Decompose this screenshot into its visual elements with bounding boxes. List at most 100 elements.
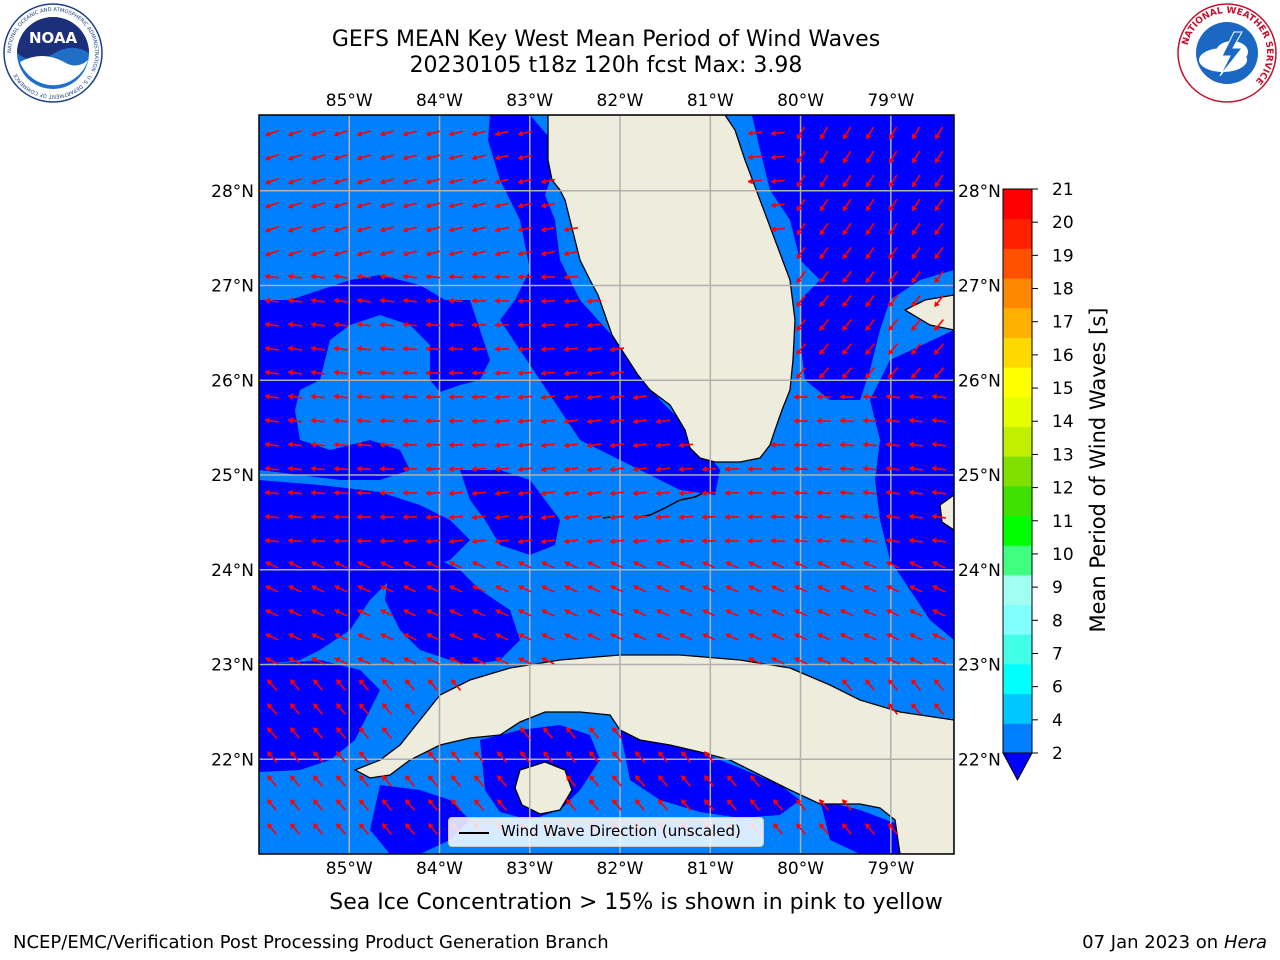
wind-wave-arrow: [540, 250, 556, 257]
lat-tick-label: 27°N: [958, 277, 1001, 297]
wind-wave-arrow: [911, 126, 921, 140]
lon-tick-label: 79°W: [867, 859, 914, 879]
wind-wave-arrow: [333, 321, 349, 328]
wind-wave-arrow: [517, 442, 533, 449]
wind-wave-arrow: [586, 442, 602, 449]
wind-wave-arrow: [334, 561, 348, 569]
wind-wave-arrow: [586, 298, 602, 305]
wind-wave-arrow: [310, 465, 326, 472]
wind-wave-arrow: [312, 679, 324, 691]
wind-wave-arrow: [264, 417, 280, 424]
wind-wave-arrow: [632, 538, 648, 545]
wind-wave-arrow: [563, 250, 579, 257]
wind-wave-arrow: [357, 633, 371, 641]
wind-wave-arrow: [333, 273, 349, 280]
wind-wave-arrow: [724, 513, 740, 521]
wind-wave-arrow: [472, 585, 486, 593]
wind-wave-arrow: [842, 198, 852, 212]
wind-wave-arrow: [310, 297, 326, 304]
wind-wave-arrow: [265, 633, 279, 641]
lon-tick-label: 81°W: [687, 91, 734, 111]
wind-wave-arrow: [748, 561, 762, 569]
wind-wave-arrow: [311, 585, 325, 593]
wind-wave-arrow: [380, 561, 394, 569]
wind-wave-arrow: [335, 703, 347, 715]
wind-wave-arrow: [518, 657, 532, 665]
wind-wave-arrow: [931, 393, 947, 400]
colorbar-segment: [1003, 634, 1032, 665]
wind-wave-arrow: [632, 490, 648, 497]
wind-wave-arrow: [517, 514, 533, 521]
wind-wave-arrow: [358, 799, 370, 811]
wind-wave-arrow: [609, 490, 625, 497]
wind-wave-arrow: [725, 633, 739, 641]
florida-keys: [602, 491, 706, 519]
wind-wave-arrow: [264, 129, 279, 137]
wind-wave-arrow: [819, 246, 829, 260]
wind-wave-arrow: [655, 490, 671, 497]
wind-wave-arrow: [264, 201, 279, 209]
lat-tick-label: 24°N: [958, 561, 1001, 581]
lon-tick-label: 80°W: [777, 91, 824, 111]
wind-wave-arrow: [264, 441, 280, 448]
wind-wave-arrow: [796, 198, 806, 212]
colorbar-tick-label: 6: [1052, 678, 1063, 698]
wind-wave-arrow: [425, 393, 441, 401]
wind-wave-arrow: [356, 178, 371, 185]
colorbar-segment: [1003, 367, 1032, 398]
wind-wave-arrow: [542, 727, 554, 739]
wind-wave-arrow: [427, 775, 439, 787]
wind-wave-arrow: [586, 538, 602, 545]
wind-wave-arrow: [426, 561, 440, 569]
wind-wave-arrow: [586, 322, 602, 329]
wind-wave-arrow: [885, 537, 901, 544]
wind-wave-arrow: [264, 273, 280, 280]
wind-wave-arrow: [495, 609, 509, 617]
wind-wave-arrow: [473, 799, 485, 811]
wind-wave-arrow: [264, 369, 280, 376]
wind-wave-arrow: [934, 246, 944, 260]
wind-wave-arrow: [841, 799, 853, 811]
wind-wave-arrow: [908, 489, 924, 496]
wind-wave-arrow: [356, 250, 371, 257]
wind-wave-arrow: [517, 346, 533, 353]
wind-wave-arrow: [264, 345, 280, 352]
wind-wave-arrow: [819, 198, 829, 212]
wind-wave-arrow: [287, 249, 302, 257]
wind-wave-arrow: [425, 514, 441, 521]
wind-wave-arrow: [865, 270, 875, 284]
wind-wave-arrow: [426, 657, 440, 665]
wind-wave-arrow: [588, 775, 600, 787]
wind-wave-arrow: [358, 823, 370, 835]
wind-wave-arrow: [495, 657, 509, 665]
colorbar-tick-label: 19: [1052, 246, 1074, 266]
wind-wave-arrow: [494, 418, 510, 425]
wind-wave-arrow: [472, 657, 486, 665]
wind-wave-arrow: [425, 538, 441, 545]
wind-wave-arrow: [310, 369, 326, 376]
wind-wave-arrow: [425, 417, 441, 425]
wind-wave-arrow: [817, 609, 831, 617]
wind-wave-arrow: [840, 633, 854, 641]
wind-wave-arrow: [747, 489, 763, 497]
wind-wave-arrow: [541, 609, 555, 617]
wind-wave-arrow: [770, 178, 786, 185]
wind-wave-arrow: [795, 799, 807, 811]
colorbar-segment: [1003, 248, 1032, 279]
wind-wave-arrow: [540, 202, 556, 209]
wind-wave-arrow: [842, 174, 852, 188]
wind-wave-arrow: [473, 775, 485, 787]
wind-wave-arrow: [934, 198, 944, 212]
wind-wave-arrow: [910, 343, 922, 355]
colorbar-tick-label: 21: [1052, 180, 1074, 200]
wind-wave-arrow: [404, 775, 416, 787]
wind-wave-arrow: [333, 441, 349, 448]
wind-wave-arrow: [312, 799, 324, 811]
wind-wave-arrow: [540, 442, 556, 449]
wind-wave-arrow: [494, 394, 510, 401]
colorbar: 2 4 6 7 8 9 10 11 12 13 14 15 16 17 18 19 20 21: [1002, 180, 1074, 782]
wind-wave-arrow: [379, 226, 394, 233]
wind-wave-arrow: [356, 273, 372, 280]
wind-wave-arrow: [358, 679, 370, 691]
wind-wave-arrow: [679, 561, 693, 569]
